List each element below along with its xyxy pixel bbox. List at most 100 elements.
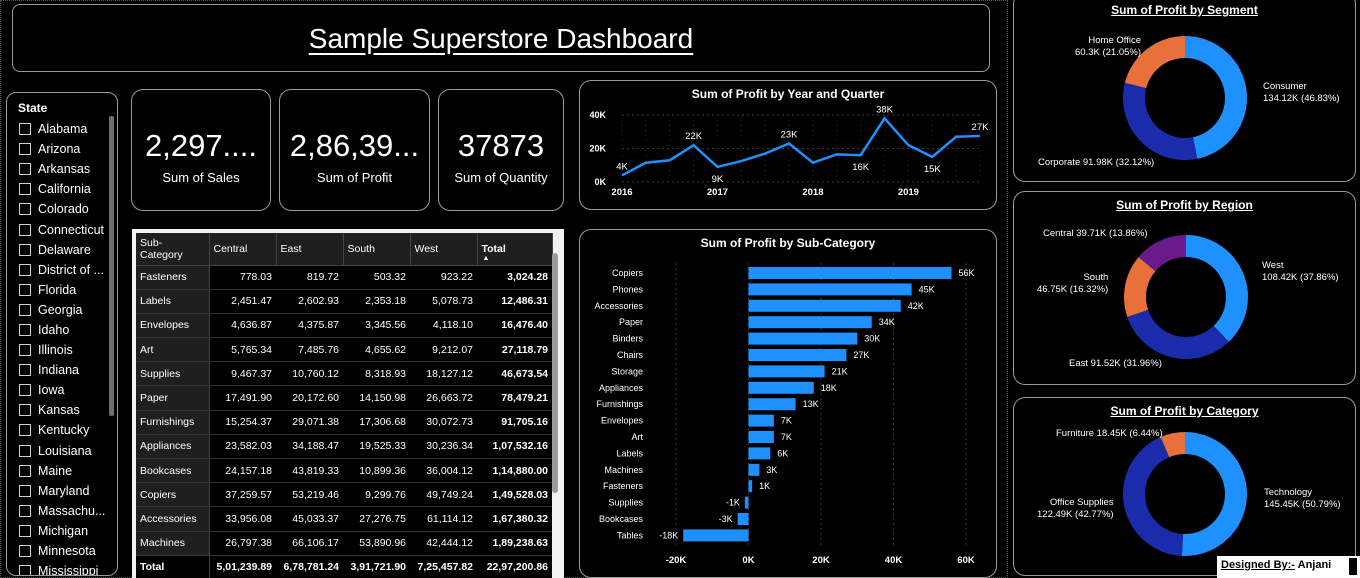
checkbox[interactable] [19, 323, 31, 336]
checkbox[interactable] [19, 123, 31, 136]
table-row[interactable]: Copiers 37,259.57 53,219.46 9,299.76 49,749.… [136, 482, 552, 508]
category-donut [1123, 432, 1248, 556]
slicer-item[interactable]: Massachu... [19, 501, 115, 521]
slicer-item[interactable]: Georgia [19, 300, 115, 320]
y-tick-label: 0K [594, 177, 606, 187]
checkbox[interactable] [19, 424, 31, 437]
checkbox[interactable] [19, 484, 31, 497]
slicer-list[interactable]: Alabama Arizona Arkansas California Colorado… [19, 119, 115, 575]
table-row[interactable]: Labels 2,451.47 2,602.93 2,353.18 5,078.73 12… [136, 289, 552, 314]
slicer-item[interactable]: Idaho [19, 320, 115, 340]
checkbox[interactable] [19, 203, 31, 216]
category-donut-panel[interactable]: Sum of Profit by Category Furniture 18.4… [1013, 397, 1356, 576]
profit-by-quarter-chart[interactable]: Sum of Profit by Year and Quarter 40K 20K… [579, 80, 997, 210]
quantity-label: Sum of Quantity [454, 170, 548, 185]
slicer-item[interactable]: Arkansas [19, 159, 115, 179]
column-header[interactable]: West [410, 233, 478, 266]
slicer-item[interactable]: Illinois [19, 340, 115, 360]
category-detail-technology: 145.45K (50.79%) [1264, 499, 1341, 510]
table-row[interactable]: Supplies 9,467.37 10,760.12 8,318.93 18,127.… [136, 361, 552, 387]
slicer-item[interactable]: Iowa [19, 380, 115, 400]
checkbox[interactable] [19, 384, 31, 397]
table-row[interactable]: Fasteners 778.03 819.72 503.32 923.22 3,024.2… [136, 265, 552, 290]
checkbox[interactable] [19, 243, 31, 256]
bar-value-label: 42K [908, 301, 924, 311]
table-cell: 7,25,457.82 [410, 554, 477, 578]
profit-matrix[interactable]: Sub-Category Central East South West Total ▲ F… [132, 229, 564, 578]
segment-label-consumer: Consumer 134.12K (46.83%) [1263, 81, 1340, 105]
x-tick-label: 0K [742, 555, 754, 566]
checkbox[interactable] [19, 444, 31, 457]
checkbox[interactable] [19, 303, 31, 316]
state-slicer[interactable]: State Alabama Arizona Arkansas California Co… [6, 92, 118, 576]
bar [748, 431, 774, 443]
column-header[interactable]: Total ▲ [477, 233, 553, 266]
slicer-item[interactable]: Kentucky [19, 420, 115, 440]
table-row[interactable]: Art 5,765.34 7,485.76 4,655.62 9,212.07 27,11… [136, 337, 552, 363]
table-row[interactable]: Envelopes 4,636.87 4,375.87 3,345.56 4,118.1… [136, 313, 552, 339]
region-donut-panel[interactable]: Sum of Profit by Region Central 39.71K (… [1013, 191, 1356, 385]
matrix-scrollbar[interactable] [552, 253, 558, 493]
checkbox[interactable] [19, 143, 31, 156]
checkbox[interactable] [19, 524, 31, 537]
table-row[interactable]: Paper 17,491.90 20,172.60 14,150.98 26,663.7… [136, 385, 552, 411]
region-detail-west: 108.42K (37.86%) [1262, 272, 1339, 283]
slicer-item[interactable]: Kansas [19, 400, 115, 420]
checkbox[interactable] [19, 223, 31, 236]
slicer-item[interactable]: Maine [19, 461, 115, 481]
table-row[interactable]: Accessories 33,956.08 45,033.37 27,276.75 61… [136, 506, 552, 532]
category-label: Accessories [594, 301, 643, 311]
slicer-item[interactable]: Alabama [19, 119, 115, 139]
column-header[interactable]: Central [209, 233, 277, 266]
category-detail-office-supplies: 122.49K (42.77%) [1037, 509, 1114, 520]
quantity-card[interactable]: 37873 Sum of Quantity [438, 89, 564, 211]
checkbox[interactable] [19, 283, 31, 296]
slicer-item[interactable]: Colorado [19, 199, 115, 219]
column-header[interactable]: East [276, 233, 344, 266]
table-row[interactable]: Machines 26,797.38 66,106.17 53,890.96 42,44… [136, 531, 552, 556]
slicer-item[interactable]: Indiana [19, 360, 115, 380]
table-cell: Paper [136, 385, 210, 411]
category-label: Supplies [608, 498, 643, 508]
table-cell: Art [136, 337, 210, 363]
sales-card[interactable]: 2,297.... Sum of Sales [131, 89, 271, 211]
table-row[interactable]: Appliances 23,582.03 34,188.47 19,525.33 30,… [136, 434, 552, 460]
checkbox[interactable] [19, 404, 31, 417]
segment-donut-panel[interactable]: Sum of Profit by Segment Home Office 60.3… [1013, 0, 1356, 182]
slicer-item[interactable]: Michigan [19, 521, 115, 541]
slicer-item[interactable]: Florida [19, 280, 115, 300]
slicer-item[interactable]: District of ... [19, 260, 115, 280]
slicer-item[interactable]: Connecticut [19, 219, 115, 239]
checkbox[interactable] [19, 565, 31, 575]
slicer-scrollbar[interactable] [109, 116, 114, 416]
checkbox[interactable] [19, 263, 31, 276]
category-label: Art [631, 432, 643, 442]
data-label: 15K [924, 164, 942, 175]
column-header[interactable]: Sub-Category [136, 233, 210, 266]
checkbox[interactable] [19, 545, 31, 558]
category-label: Furnishings [596, 399, 643, 409]
bar-value-label: 13K [803, 399, 819, 409]
slicer-item[interactable]: Mississippi [19, 561, 115, 575]
checkbox[interactable] [19, 504, 31, 517]
slicer-item[interactable]: Maryland [19, 481, 115, 501]
slicer-item[interactable]: Louisiana [19, 441, 115, 461]
slicer-item[interactable]: California [19, 179, 115, 199]
checkbox[interactable] [19, 344, 31, 357]
table-row[interactable]: Furnishings 15,254.37 29,071.38 17,306.68 30… [136, 410, 552, 435]
profit-by-subcategory-chart[interactable]: Sum of Profit by Sub-Category -20K 0K 20K 4… [579, 229, 997, 578]
checkbox[interactable] [19, 183, 31, 196]
total-row[interactable]: Total 5,01,239.89 6,78,781.24 3,91,721.90 7,… [136, 554, 552, 578]
slicer-item[interactable]: Delaware [19, 240, 115, 260]
matrix-table[interactable]: Sub-Category Central East South West Total ▲ F… [136, 233, 553, 578]
profit-card[interactable]: 2,86,39... Sum of Profit [279, 89, 430, 211]
slicer-item[interactable]: Arizona [19, 139, 115, 159]
slicer-item[interactable]: Minnesota [19, 541, 115, 561]
segment-donut [1123, 36, 1247, 160]
checkbox[interactable] [19, 163, 31, 176]
column-header[interactable]: South [343, 233, 411, 266]
checkbox[interactable] [19, 464, 31, 477]
x-tick-label: 20K [812, 555, 830, 566]
checkbox[interactable] [19, 364, 31, 377]
table-row[interactable]: Bookcases 24,157.18 43,819.33 10,899.36 36,0… [136, 458, 552, 484]
